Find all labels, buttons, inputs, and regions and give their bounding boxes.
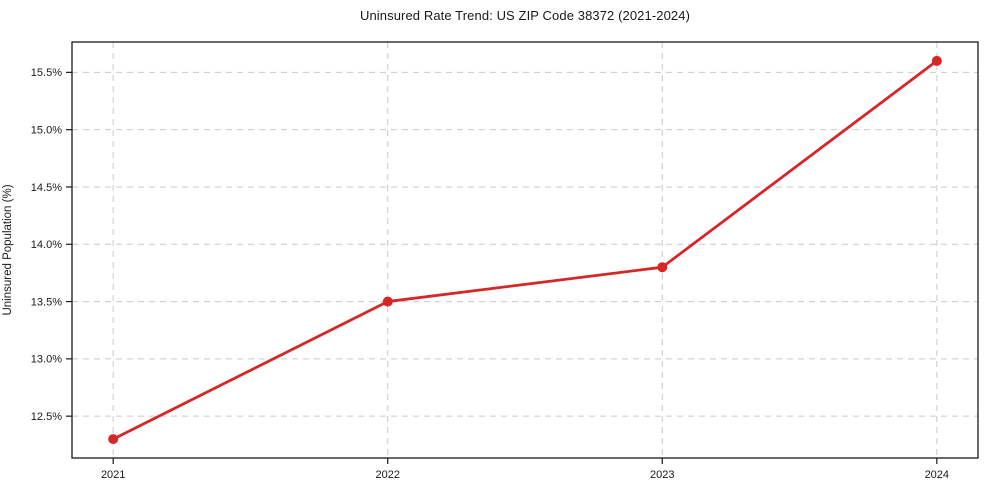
series-layer (108, 55, 942, 445)
y-tick-label: 12.5% (31, 411, 62, 423)
y-tick-label: 15.5% (31, 67, 62, 79)
data-point-marker (931, 55, 942, 66)
x-tick-label: 2024 (925, 469, 949, 481)
tick-layer: 12.5% 13.0% 13.5% 14.0% 14.5% 15.0% 15.5% 2021 2… (31, 67, 949, 481)
plot-border (71, 41, 979, 459)
grid-layer (72, 42, 978, 458)
x-tick-label: 2023 (650, 469, 674, 481)
y-axis-label: Uninsured Population (%) (2, 184, 14, 316)
data-point-marker (108, 434, 119, 445)
y-tick-label: 14.0% (31, 239, 62, 251)
data-point-marker (657, 262, 668, 273)
x-tick-label: 2022 (375, 469, 399, 481)
x-tick-label: 2021 (101, 469, 125, 481)
y-tick-label: 13.0% (31, 354, 62, 366)
data-point-marker (382, 296, 393, 307)
y-tick-label: 14.5% (31, 182, 62, 194)
y-tick-label: 15.0% (31, 124, 62, 136)
trend-line (111, 59, 939, 441)
y-tick-label: 13.5% (31, 296, 62, 308)
y-axis-label-wrap: Uninsured Population (%) (0, 0, 30, 490)
chart-title: Uninsured Rate Trend: US ZIP Code 38372 … (359, 8, 691, 23)
